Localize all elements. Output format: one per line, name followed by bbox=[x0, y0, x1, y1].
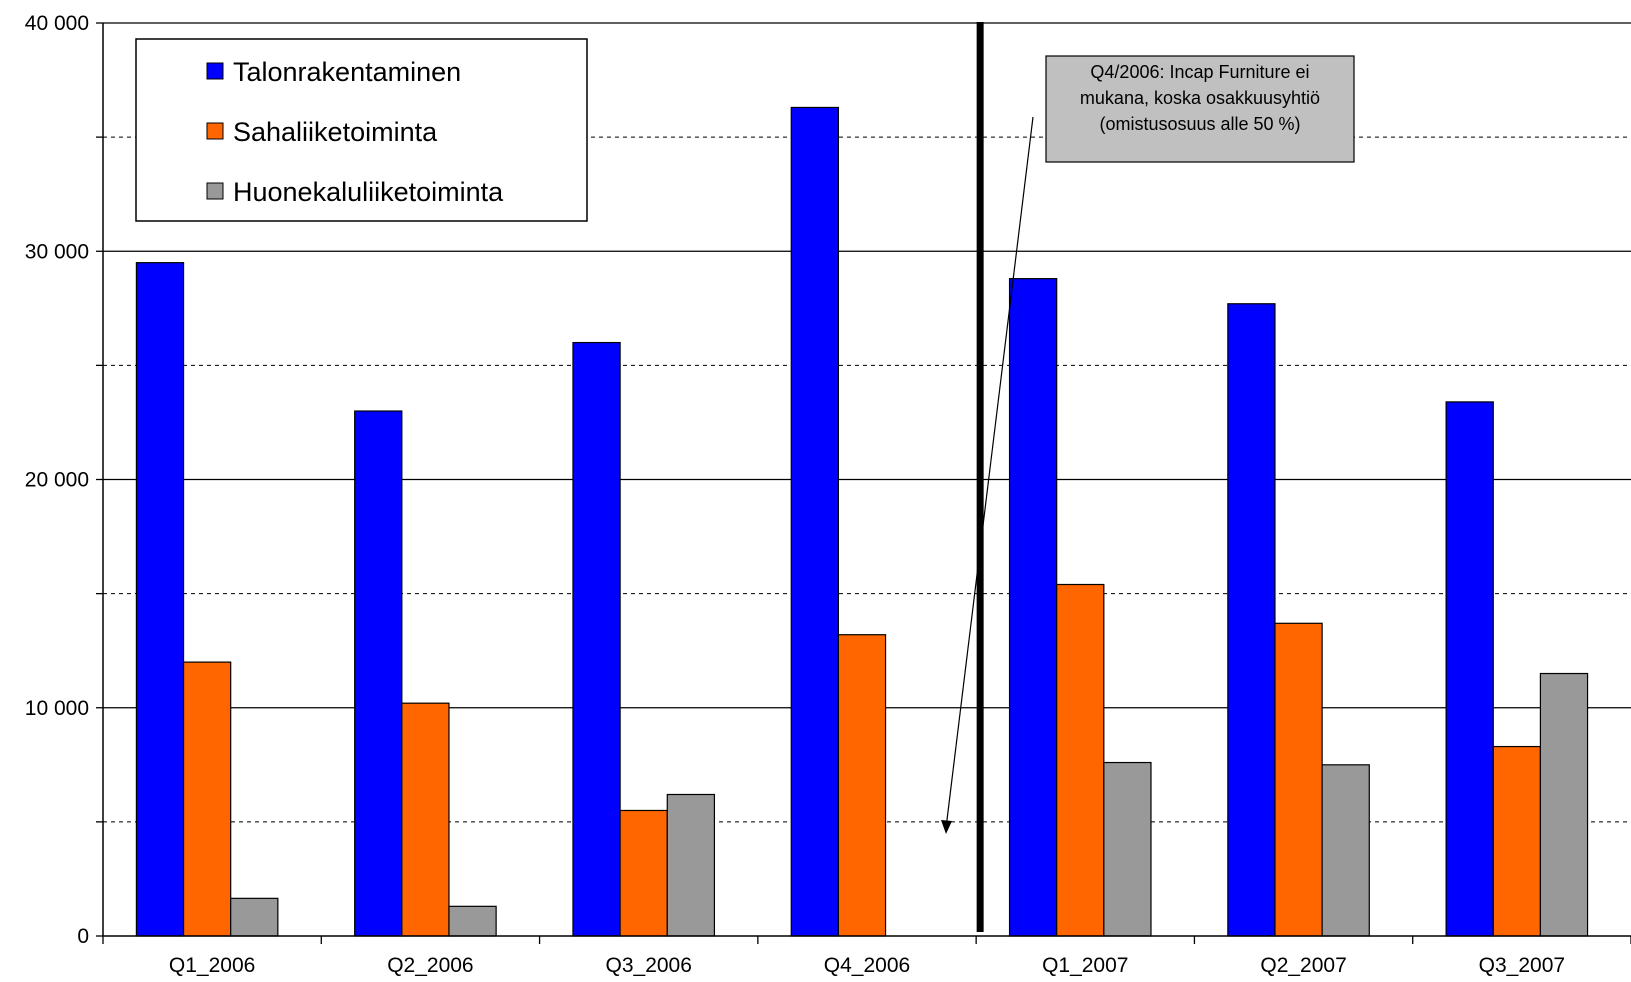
bar-sahaliiketoiminta-q1_2006 bbox=[182, 661, 232, 937]
bar-sahaliiketoiminta-q1_2007 bbox=[1056, 583, 1105, 937]
annotation-arrow-head bbox=[941, 820, 952, 834]
legend: Talonrakentaminen Sahaliiketoiminta Huon… bbox=[135, 38, 588, 222]
legend-swatch-sahaliiketoiminta bbox=[206, 122, 224, 140]
axes bbox=[96, 22, 1631, 944]
bar-sahaliiketoiminta-q4_2006 bbox=[837, 634, 887, 937]
bar-talonrakentaminen-q4_2006 bbox=[790, 106, 840, 937]
bar-huonekaluliiketoiminta-q3_2007 bbox=[1539, 672, 1589, 937]
bars bbox=[135, 106, 1589, 937]
bar-sahaliiketoiminta-q3_2006 bbox=[619, 809, 668, 937]
y-tick-label: 20 000 bbox=[25, 469, 89, 492]
y-axis-tick-labels: 0 10 000 20 000 30 000 40 000 bbox=[25, 12, 89, 948]
x-tick-label: Q1_2007 bbox=[1042, 954, 1128, 977]
legend-label-talonrakentaminen: Talonrakentaminen bbox=[233, 57, 461, 87]
x-tick-label: Q1_2006 bbox=[169, 954, 255, 977]
x-tick-label: Q4_2006 bbox=[824, 954, 910, 977]
annotation-line-2: mukana, koska osakkuusyhtiö bbox=[1080, 88, 1320, 108]
x-tick-label: Q3_2007 bbox=[1479, 954, 1565, 977]
y-tick-label: 10 000 bbox=[25, 697, 89, 720]
bar-talonrakentaminen-q1_2006 bbox=[135, 262, 185, 937]
bar-talonrakentaminen-q3_2007 bbox=[1445, 401, 1494, 937]
annotation-line-1: Q4/2006: Incap Furniture ei bbox=[1090, 62, 1309, 82]
bar-sahaliiketoiminta-q3_2007 bbox=[1492, 745, 1542, 937]
y-tick-label: 40 000 bbox=[25, 12, 89, 35]
legend-swatch-huonekaluliiketoiminta bbox=[206, 182, 224, 200]
bar-talonrakentaminen-q2_2007 bbox=[1227, 303, 1276, 937]
x-tick-label: Q3_2006 bbox=[606, 954, 692, 977]
bar-talonrakentaminen-q3_2006 bbox=[572, 341, 621, 937]
x-tick-label: Q2_2007 bbox=[1260, 954, 1346, 977]
annotation-arrow-line bbox=[945, 116, 1034, 829]
bar-huonekaluliiketoiminta-q3_2006 bbox=[666, 793, 716, 937]
annotation-line-3: (omistusosuus alle 50 %) bbox=[1099, 114, 1300, 134]
bar-sahaliiketoiminta-q2_2006 bbox=[401, 702, 450, 937]
x-axis-tick-labels: Q1_2006 Q2_2006 Q3_2006 Q4_2006 Q1_2007 Q2_20… bbox=[169, 954, 1565, 977]
x-tick-label: Q2_2006 bbox=[387, 954, 473, 977]
bar-talonrakentaminen-q2_2006 bbox=[354, 410, 403, 937]
legend-label-sahaliiketoiminta: Sahaliiketoiminta bbox=[233, 117, 438, 147]
bar-sahaliiketoiminta-q2_2007 bbox=[1274, 622, 1323, 937]
legend-swatch-talonrakentaminen bbox=[206, 62, 224, 80]
bar-huonekaluliiketoiminta-q2_2006 bbox=[448, 905, 497, 937]
bar-huonekaluliiketoiminta-q2_2007 bbox=[1321, 764, 1370, 937]
y-tick-label: 0 bbox=[77, 925, 89, 948]
bar-talonrakentaminen-q1_2007 bbox=[1008, 278, 1058, 937]
bar-huonekaluliiketoiminta-q1_2006 bbox=[230, 897, 279, 937]
bar-huonekaluliiketoiminta-q1_2007 bbox=[1103, 761, 1152, 937]
annotation-box bbox=[1045, 55, 1355, 163]
y-tick-label: 30 000 bbox=[25, 240, 89, 263]
legend-label-huonekaluliiketoiminta: Huonekaluliiketoiminta bbox=[233, 177, 504, 207]
annotation: Q4/2006: Incap Furniture ei mukana, kosk… bbox=[941, 55, 1355, 834]
